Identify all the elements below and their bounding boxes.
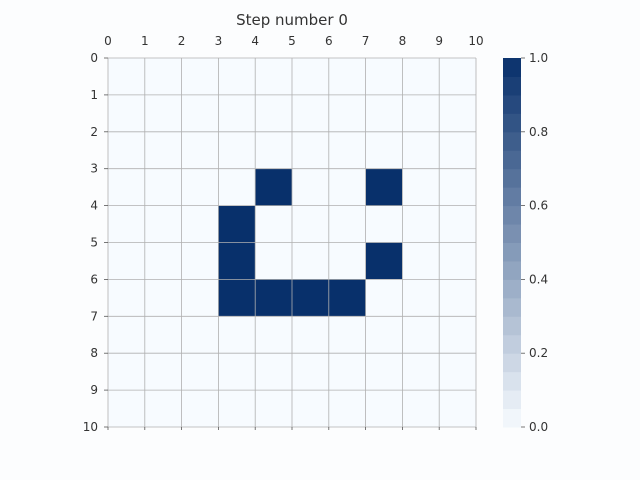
x-tick-label: 10 [468,34,483,48]
colorbar-segment [503,94,521,114]
x-tick-label: 4 [251,34,259,48]
x-tick-label: 0 [104,34,112,48]
colorbar-segment [503,390,521,410]
colorbar-segment [503,279,521,299]
colorbar-segment [503,58,521,77]
colorbar-segment [503,168,521,188]
colorbar-segment [503,187,521,207]
colorbar: 0.0 0.2 0.4 0.6 0.8 1.0 [503,51,548,434]
plot-area: 0 1 2 3 4 5 6 7 8 9 10 0 1 2 3 4 5 6 7 8 9 10 [83,34,484,434]
heatmap-cell [328,279,366,317]
colorbar-segment [503,205,521,225]
y-tick-label: 1 [90,88,98,102]
colorbar-segment [503,131,521,151]
colorbar-segment [503,334,521,354]
heatmap-cell [218,242,256,280]
y-tick-label: 10 [83,420,98,434]
heatmap-cell [365,168,403,206]
colorbar-segment [503,371,521,391]
colorbar-segment [503,297,521,317]
heatmap-cell [365,242,403,280]
colorbar-tick-label: 0.2 [529,346,548,360]
heatmap-cell [292,279,329,317]
y-tick-label: 5 [90,236,98,250]
y-tick-label: 6 [90,272,98,286]
colorbar-tick-label: 0.0 [529,420,548,434]
colorbar-segment [503,316,521,336]
x-tick-label: 3 [215,34,223,48]
y-tick-label: 9 [90,383,98,397]
heatmap-cell [218,279,256,317]
x-tick-label: 1 [141,34,149,48]
colorbar-segment [503,224,521,243]
colorbar-tick-label: 1.0 [529,51,548,65]
x-tick-label: 9 [435,34,443,48]
colorbar-segment [503,260,521,280]
x-tick-label: 7 [362,34,370,48]
y-tick-label: 8 [90,346,98,360]
y-tick-label: 0 [90,51,98,65]
x-tick-label: 2 [178,34,186,48]
heatmap-cell [218,205,256,243]
colorbar-tick-label: 0.6 [529,199,548,213]
colorbar-segment [503,150,521,170]
colorbar-segment [503,113,521,133]
colorbar-segment [503,408,521,428]
colorbar-segment [503,242,521,262]
y-tick-label: 4 [90,199,98,213]
y-tick-label: 3 [90,162,98,176]
y-tick-label: 2 [90,125,98,139]
x-tick-label: 5 [288,34,296,48]
heatmap-cell [255,279,292,317]
x-tick-label: 8 [399,34,407,48]
chart-title: Step number 0 [236,11,348,29]
x-tick-label: 6 [325,34,333,48]
y-tick-label: 7 [90,309,98,323]
heatmap-cell [255,168,292,206]
colorbar-tick-label: 0.4 [529,272,548,286]
colorbar-tick-label: 0.8 [529,125,548,139]
colorbar-segment [503,76,521,96]
colorbar-segment [503,353,521,373]
